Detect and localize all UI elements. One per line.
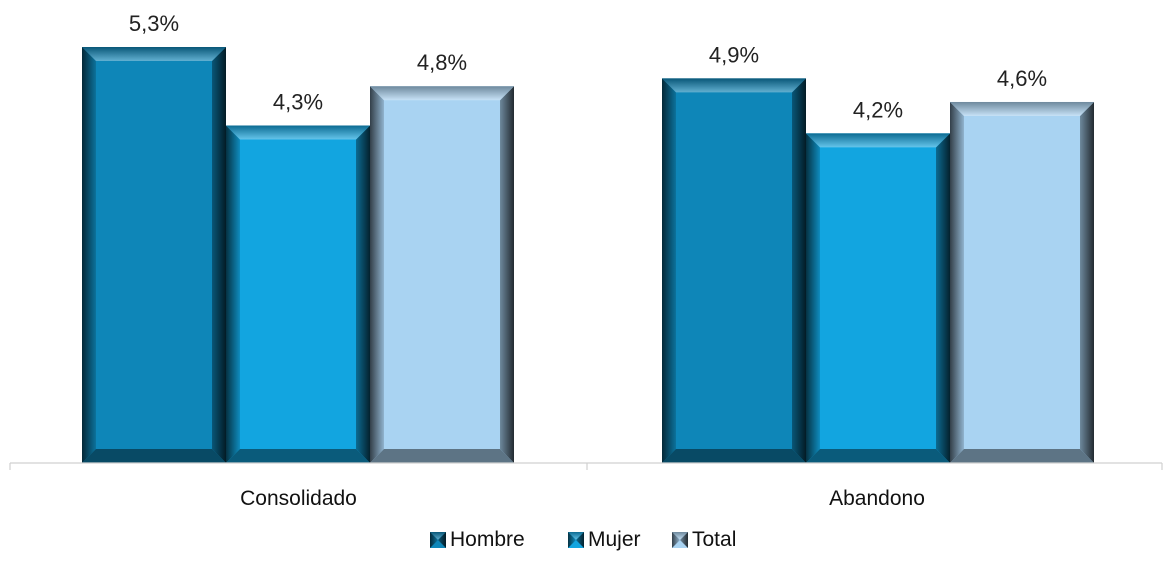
legend-item-total: Total [672, 528, 736, 551]
bar-hombre-consolidado [82, 47, 226, 463]
bar-hombre-abandono [662, 78, 806, 463]
x-axis [9, 462, 1163, 470]
category-labels-layer: Consolidado Abandono [240, 487, 925, 510]
legend-label: Hombre [450, 528, 525, 551]
bars-layer [82, 47, 1094, 464]
legend: Hombre Mujer Total [430, 528, 736, 551]
legend-item-hombre: Hombre [430, 528, 525, 551]
bar-total-consolidado [370, 86, 514, 463]
value-label: 4,3% [273, 89, 323, 114]
bar-total-abandono [950, 101, 1094, 464]
bar-mujer-consolidado [226, 125, 370, 463]
value-label: 4,2% [853, 97, 903, 122]
value-label: 4,9% [709, 42, 759, 67]
value-labels-layer: 5,3% 4,3% 4,8% 4,9% 4,2% 4,6% [129, 11, 1047, 122]
legend-swatch [568, 532, 584, 548]
bar-mujer-abandono [806, 133, 950, 463]
legend-label: Total [692, 528, 736, 551]
legend-label: Mujer [588, 528, 641, 551]
legend-swatch [430, 532, 446, 548]
category-label: Abandono [829, 487, 925, 510]
category-label: Consolidado [240, 487, 357, 510]
value-label: 4,6% [997, 66, 1047, 91]
value-label: 5,3% [129, 11, 179, 36]
legend-swatch [672, 532, 688, 548]
legend-item-mujer: Mujer [568, 528, 641, 551]
value-label: 4,8% [417, 50, 467, 75]
